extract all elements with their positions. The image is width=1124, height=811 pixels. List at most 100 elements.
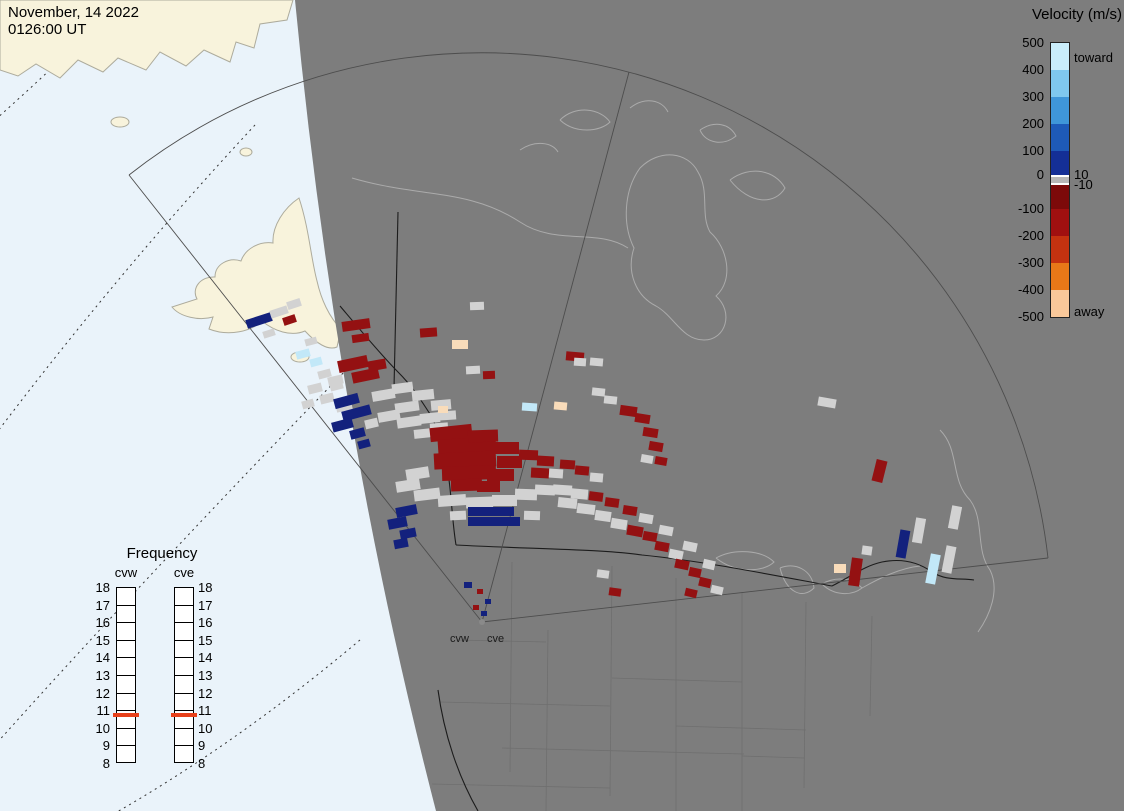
velocity-cell [437, 494, 467, 507]
frequency-box [175, 711, 193, 729]
land-daylit [0, 0, 342, 363]
velocity-tick: 100 [1022, 143, 1044, 158]
velocity-cell [441, 465, 497, 481]
frequency-tick: 13 [198, 668, 213, 683]
velocity-cell [514, 488, 538, 501]
velocity-cell [477, 589, 483, 594]
velocity-cell [438, 406, 448, 413]
velocity-cell [487, 469, 514, 481]
frequency-tick: 9 [198, 738, 206, 754]
velocity-cell [469, 301, 485, 311]
lake-superior [715, 551, 775, 571]
state-border [869, 615, 873, 717]
velocity-cell [576, 502, 596, 516]
velocity-cell [589, 357, 604, 367]
velocity-cell [464, 582, 472, 588]
velocity-cell [588, 491, 604, 502]
arctic-island [519, 143, 559, 153]
island [110, 116, 130, 128]
velocity-cell [482, 370, 496, 380]
velocity-tick: 300 [1022, 89, 1044, 104]
velocity-cell [619, 404, 638, 418]
state-border [439, 701, 611, 707]
colorbar-segment [1051, 70, 1069, 97]
alaska-yukon-border [393, 211, 399, 389]
frequency-tick: 18 [198, 580, 213, 595]
velocity-cell [594, 509, 612, 523]
velocity-cell [638, 512, 654, 525]
latitude-arc [0, 329, 386, 741]
frequency-marker-cvw [113, 713, 139, 718]
velocity-cell [477, 481, 500, 492]
velocity-cell [371, 388, 396, 402]
state-border [545, 629, 549, 811]
velocity-cell [682, 540, 698, 553]
velocity-cell [367, 358, 387, 372]
velocity-cell [492, 495, 517, 506]
velocity-cell [654, 456, 668, 466]
velocity-cell [589, 472, 604, 483]
velocity-cell [518, 449, 539, 461]
velocity-cell [331, 417, 354, 433]
velocity-cell [450, 478, 483, 492]
velocity-cell [523, 510, 541, 521]
velocity-cell [395, 504, 418, 518]
frequency-tick: 11 [96, 703, 111, 719]
alaska-peninsula [171, 197, 342, 349]
velocity-cell [333, 392, 360, 410]
frequency-tick: 15 [198, 632, 213, 648]
atlantic-coast [939, 429, 995, 633]
frequency-tick: 16 [95, 615, 110, 631]
st-lawrence [861, 565, 921, 589]
velocity-cell [604, 497, 620, 508]
velocity-tick: 0 [1036, 167, 1044, 182]
frequency-box [117, 623, 135, 641]
velocity-cell [465, 496, 494, 509]
velocity-cell [269, 305, 289, 319]
magnetic-latitude-arcs [0, 0, 386, 811]
frequency-tick: 12 [95, 685, 110, 701]
velocity-cell [468, 507, 514, 516]
velocity-cell [925, 553, 941, 585]
velocity-cell [413, 487, 441, 502]
frequency-tick: 9 [102, 738, 110, 754]
night-terminator-shadow [295, 0, 1124, 811]
time-label: 0126:00 UT [8, 21, 87, 38]
velocity-cell [391, 381, 414, 395]
frequency-box [117, 711, 135, 729]
velocity-cell [603, 395, 618, 405]
velocity-cell [834, 564, 846, 573]
velocity-cell [349, 427, 366, 440]
velocity-legend: Velocity (m/s) 500 400 300 200 100 0 -100 -200 -… [1000, 6, 1124, 336]
velocity-cell [574, 465, 590, 476]
frequency-box [117, 746, 135, 764]
us-canada-border [455, 544, 833, 587]
frequency-tick: 14 [198, 650, 213, 666]
velocity-cell [947, 505, 963, 530]
velocity-cell [559, 459, 576, 470]
frequency-tick: 11 [198, 703, 212, 719]
velocity-cell [405, 466, 430, 481]
velocity-cell [871, 458, 888, 484]
frequency-tick: 8 [102, 756, 110, 771]
frequency-box [175, 623, 193, 641]
arctic-mainland-coast [351, 177, 629, 249]
frequency-legend-title: Frequency [126, 545, 198, 562]
frequency-tick: 17 [198, 597, 213, 613]
frequency-marker-cve [171, 712, 197, 717]
cve-column-label: cve [173, 565, 195, 580]
fov-left-edge [128, 174, 483, 623]
state-border [509, 561, 513, 773]
frequency-box [117, 676, 135, 694]
velocity-cell [465, 365, 481, 375]
colorbar-segment [1051, 290, 1069, 317]
velocity-cell [530, 467, 550, 479]
velocity-cell [377, 409, 401, 423]
fov-outer-arc [128, 52, 1049, 559]
fov-right-edge [481, 557, 1049, 623]
state-border [609, 565, 613, 797]
velocity-cell [591, 387, 606, 397]
velocity-cell [553, 401, 568, 411]
frequency-box [175, 676, 193, 694]
frequency-tick: 10 [95, 720, 110, 736]
